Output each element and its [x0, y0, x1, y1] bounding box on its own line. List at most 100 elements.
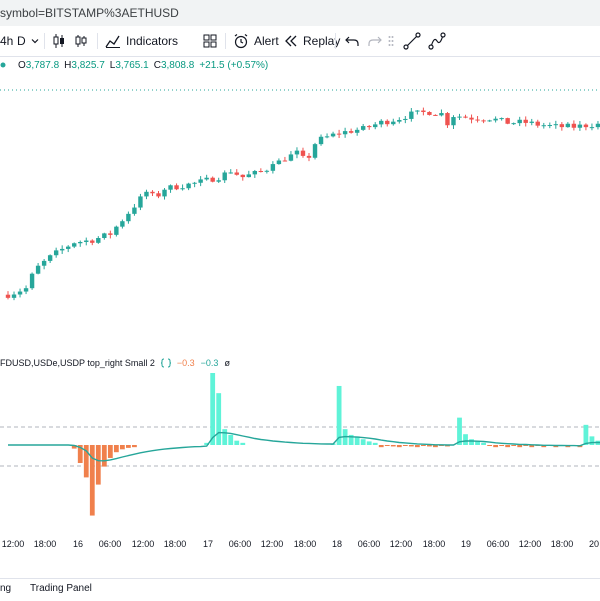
candle — [403, 115, 408, 124]
indicators-icon — [105, 35, 120, 48]
histogram-bar — [95, 445, 101, 485]
bottom-tab-trading[interactable]: ng — [0, 583, 12, 594]
candle — [360, 123, 366, 131]
time-tick-label: 12:00 — [2, 539, 25, 549]
histogram-bar — [354, 436, 360, 445]
drag-handle[interactable] — [388, 26, 394, 56]
candle — [23, 285, 29, 295]
indicator-empty-icon: ø — [224, 358, 230, 368]
histogram-bar — [372, 442, 378, 445]
replay-label: Replay — [303, 34, 341, 48]
candle — [312, 142, 318, 160]
candle — [475, 115, 480, 123]
chart-toolbar: 4h D Indicators — [0, 26, 600, 57]
candle — [276, 158, 282, 165]
candles-icon — [53, 34, 64, 48]
candle — [210, 176, 215, 183]
indicator-name[interactable]: FDUSD,USDe,USDP top_right Small 2 — [0, 358, 155, 368]
time-axis[interactable]: 12:00 18:00 16 06:00 12:00 18:00 17 06:00 12:00 1… — [0, 530, 600, 578]
candle — [78, 240, 83, 247]
time-tick-label: 18:00 — [551, 539, 574, 549]
url-text[interactable]: symbol=BITSTAMP%3AETHUSD — [0, 6, 179, 20]
ohlc-high-key: H — [64, 59, 72, 71]
candle — [541, 122, 546, 129]
histogram-bar — [481, 442, 486, 445]
interval-button[interactable]: 4h — [0, 26, 13, 56]
candle — [493, 116, 498, 123]
source-code-icon[interactable] — [160, 358, 171, 368]
chart-type-candles-button[interactable] — [52, 26, 66, 56]
time-tick-label: 18:00 — [34, 539, 57, 549]
histogram-bar — [433, 445, 438, 448]
alert-button[interactable]: Alert — [233, 26, 279, 56]
histogram-bar — [234, 440, 240, 445]
histogram-bar — [113, 445, 119, 453]
indicators-label: Indicators — [126, 34, 179, 48]
candle — [264, 169, 270, 174]
ohlc-low-key: L — [109, 59, 116, 71]
time-tick-label: 18:00 — [294, 539, 317, 549]
histogram-bar — [408, 445, 414, 447]
candle — [156, 190, 161, 199]
candle — [270, 161, 276, 174]
interval-day-button[interactable]: D — [17, 26, 26, 56]
undo-button[interactable] — [345, 26, 359, 56]
candle — [373, 122, 378, 130]
undo-icon — [345, 36, 359, 46]
indicators-button[interactable]: Indicators — [105, 26, 178, 56]
ohlc-change: +21.5 (+0.57%) — [199, 59, 269, 71]
histogram-bar — [511, 445, 517, 446]
histogram-bar — [402, 445, 408, 446]
candle — [571, 120, 577, 131]
replay-button[interactable]: Replay — [284, 26, 340, 56]
replay-icon — [285, 35, 297, 47]
toolbar-divider — [335, 33, 336, 49]
histogram-bar — [505, 445, 511, 448]
candle — [529, 118, 534, 126]
candle — [192, 181, 197, 188]
histogram-bar — [420, 445, 426, 446]
candle — [348, 128, 354, 134]
ohlc-close: 3,808.8 — [160, 59, 195, 71]
candle — [409, 108, 414, 122]
interval-label: 4h — [0, 34, 14, 48]
time-tick-label: 12:00 — [261, 539, 284, 549]
histogram-bar — [204, 442, 210, 445]
candle — [481, 119, 486, 124]
candle — [397, 117, 402, 124]
candle — [150, 190, 155, 196]
candle — [463, 114, 468, 119]
candle — [180, 184, 185, 191]
candle — [66, 245, 71, 253]
candle — [108, 230, 113, 239]
candle — [445, 112, 450, 128]
ohlc-close-key: C — [153, 59, 161, 71]
indicator-chart[interactable] — [0, 370, 600, 530]
candle — [47, 254, 53, 263]
bottom-tab-trading-panel[interactable]: Trading Panel — [30, 583, 92, 594]
candle — [511, 122, 516, 126]
candle — [168, 184, 173, 193]
price-chart[interactable] — [0, 72, 600, 352]
candle — [114, 225, 119, 237]
candle — [252, 169, 258, 178]
candle — [186, 182, 191, 191]
histogram-bar — [499, 445, 505, 446]
browser-url-bar[interactable]: symbol=BITSTAMP%3AETHUSD — [0, 0, 600, 27]
histogram-bar — [469, 439, 474, 445]
chart-type-bars-button[interactable] — [74, 26, 88, 56]
indicator-value-2: −0.3 — [200, 358, 219, 368]
path-tool-icon — [428, 32, 446, 50]
trend-line-tool-button[interactable] — [403, 26, 421, 56]
histogram-bar — [541, 445, 547, 448]
templates-button[interactable] — [203, 26, 217, 56]
candle — [17, 288, 23, 298]
path-tool-button[interactable] — [428, 26, 446, 56]
templates-icon — [203, 34, 217, 48]
candle — [433, 114, 438, 116]
candle — [204, 174, 209, 181]
interval-dropdown-button[interactable] — [31, 26, 39, 56]
candle — [300, 147, 306, 158]
redo-button[interactable] — [368, 26, 382, 56]
candle — [258, 168, 264, 173]
